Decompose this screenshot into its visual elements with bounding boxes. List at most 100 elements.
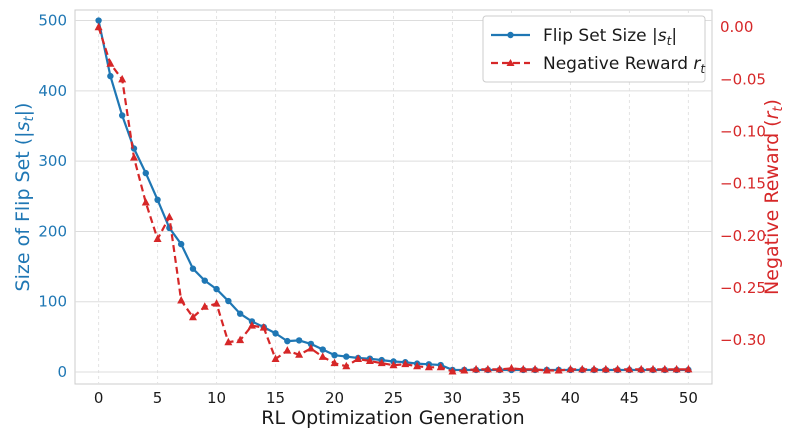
x-tick-label: 20 (325, 389, 344, 407)
data-point-flip-set (177, 240, 185, 248)
data-point-reward (436, 362, 445, 371)
data-point-reward (472, 364, 481, 373)
data-point-flip-set (307, 340, 315, 348)
data-point-flip-set (213, 285, 220, 293)
data-point-reward (212, 299, 221, 307)
data-point-reward (519, 364, 528, 373)
x-tick-label: 10 (207, 389, 226, 407)
legend-label-flip-set: Flip Set Size |st| (543, 26, 677, 48)
data-point-reward (413, 361, 422, 370)
data-point-reward (165, 212, 174, 221)
data-point-reward (153, 234, 162, 242)
left-y-tick-label: 100 (38, 293, 67, 311)
left-y-tick-label: 300 (38, 152, 67, 170)
data-point-reward (613, 364, 622, 373)
x-tick-label: 30 (443, 389, 462, 407)
data-point-reward (259, 323, 268, 331)
data-point-reward (460, 365, 469, 374)
data-point-reward (377, 358, 386, 367)
data-point-reward (389, 360, 398, 369)
data-point-reward (188, 312, 197, 321)
data-point-reward (542, 365, 551, 374)
data-point-reward (330, 358, 339, 367)
right-y-axis-label-tail: ) (761, 99, 783, 106)
right-y-axis-label-sub: t (771, 106, 786, 112)
data-point-flip-set (107, 72, 114, 80)
x-tick-label: 45 (620, 389, 639, 407)
right-y-tick-label: −0.30 (720, 331, 766, 349)
left-y-axis-label-main: Size of Flip Set ( (12, 138, 34, 292)
data-point-reward (531, 364, 540, 373)
data-point-reward (295, 350, 304, 358)
left-y-tick-label: 200 (38, 222, 67, 240)
data-point-reward (554, 365, 563, 374)
x-tick-label: 40 (561, 389, 580, 407)
data-point-reward (649, 364, 658, 373)
data-point-flip-set (295, 337, 303, 344)
data-point-flip-set (95, 17, 102, 24)
data-point-reward (177, 296, 186, 304)
data-point-reward (236, 335, 245, 344)
data-point-reward (118, 74, 127, 83)
data-point-reward (342, 361, 351, 370)
right-y-axis-label-math: r (761, 110, 783, 119)
data-point-flip-set (343, 353, 350, 360)
legend: Flip Set Size |st| Negative Reward rt (482, 15, 706, 83)
data-point-flip-set (319, 346, 326, 353)
data-point-flip-set (189, 265, 197, 272)
data-point-reward (224, 337, 233, 346)
data-point-reward (483, 364, 492, 373)
left-y-axis-label-math: |s (12, 121, 34, 137)
data-point-reward (684, 364, 693, 373)
x-tick-label: 35 (502, 389, 521, 407)
data-point-reward (94, 22, 103, 31)
right-y-tick-label: 0.00 (720, 18, 753, 36)
data-point-reward (660, 364, 669, 373)
series-line-1 (97, 26, 689, 373)
left-y-tick-label: 500 (38, 12, 67, 30)
data-point-reward (448, 366, 457, 375)
data-point-reward (247, 321, 256, 329)
legend-marker-flip-set (507, 31, 514, 39)
data-point-reward (578, 364, 587, 373)
data-point-flip-set (118, 112, 126, 119)
data-point-flip-set (142, 169, 149, 177)
left-y-tick-label: 400 (38, 82, 67, 100)
data-point-reward (495, 364, 504, 373)
data-point-reward (401, 359, 410, 368)
legend-label-reward: Negative Reward rt (543, 54, 706, 76)
left-y-axis-label-sub: t (22, 115, 37, 121)
data-point-reward (200, 302, 209, 310)
data-point-reward (590, 364, 599, 373)
data-point-reward (625, 364, 634, 373)
data-point-flip-set (331, 351, 338, 359)
data-point-flip-set (272, 330, 279, 337)
data-point-reward (507, 363, 516, 372)
data-point-reward (271, 354, 280, 362)
data-point-reward (566, 364, 575, 373)
data-point-reward (354, 354, 363, 362)
data-point-reward (141, 197, 150, 206)
data-point-flip-set (284, 337, 291, 345)
data-point-flip-set (154, 196, 161, 204)
data-point-reward (318, 352, 327, 360)
data-point-flip-set (225, 297, 232, 305)
data-point-flip-set (201, 277, 208, 284)
data-point-reward (637, 364, 646, 373)
x-tick-label: 15 (266, 389, 285, 407)
left-y-axis-label-tail: |) (12, 103, 34, 117)
right-y-axis-label-main: Negative Reward ( (761, 119, 783, 295)
data-point-reward (365, 356, 374, 365)
right-y-tick-label: −0.20 (720, 227, 766, 245)
right-y-axis-label: Negative Reward (rt) (761, 99, 786, 295)
legend-marker-reward (506, 59, 515, 66)
right-y-tick-label: −0.05 (720, 70, 766, 88)
data-point-reward (601, 364, 610, 373)
right-y-tick-label: −0.10 (720, 123, 766, 141)
data-point-reward (424, 362, 433, 371)
left-y-axis-label: Size of Flip Set (|st|) (12, 103, 37, 292)
data-point-reward (306, 344, 315, 352)
